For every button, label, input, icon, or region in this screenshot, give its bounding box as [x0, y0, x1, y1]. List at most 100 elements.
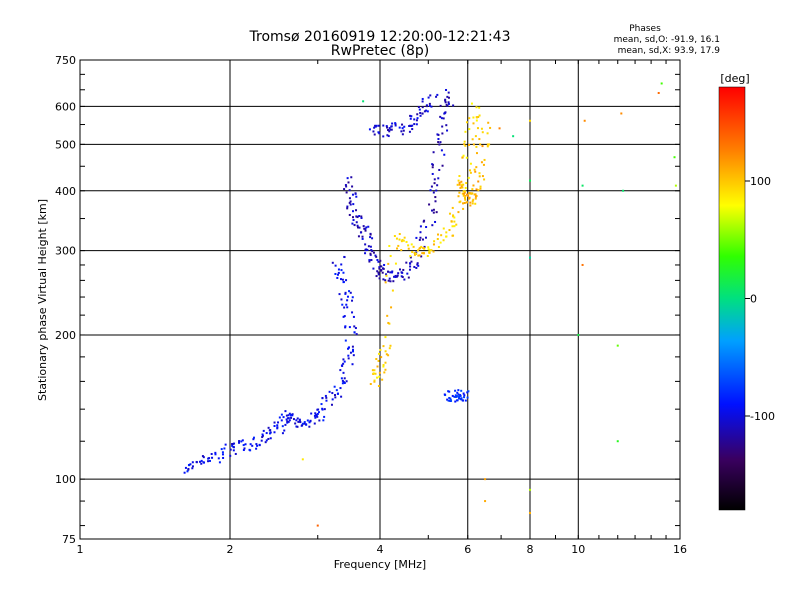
data-point [401, 127, 404, 130]
data-point [288, 412, 291, 415]
data-point [469, 201, 472, 204]
data-point [481, 131, 484, 134]
data-point [243, 447, 246, 450]
data-point [220, 448, 223, 451]
data-point [421, 106, 424, 109]
data-point [453, 220, 456, 223]
data-point [377, 124, 380, 127]
data-point [475, 106, 478, 109]
data-point [348, 189, 351, 192]
data-point [306, 419, 309, 422]
data-point [221, 451, 224, 454]
data-point [673, 156, 676, 159]
data-point [436, 184, 439, 187]
data-point [265, 439, 268, 442]
chart-subtitle: RwPretec (8p) [331, 43, 429, 59]
data-point [337, 271, 340, 274]
data-point [466, 193, 469, 196]
data-point [384, 281, 387, 284]
data-point [261, 433, 264, 436]
y-tick-label: 750 [55, 54, 76, 67]
data-point [479, 185, 482, 188]
data-point [489, 126, 492, 129]
data-point [467, 390, 470, 393]
data-point [418, 238, 421, 241]
data-point [208, 457, 211, 460]
data-point [434, 200, 437, 203]
data-point [191, 461, 194, 464]
data-point [384, 336, 387, 339]
data-point [240, 440, 243, 443]
data-point [342, 271, 345, 274]
data-point [343, 256, 346, 259]
data-point [341, 382, 344, 385]
data-point [529, 119, 531, 122]
data-point [381, 378, 384, 381]
data-point [195, 460, 198, 463]
data-point [442, 227, 445, 230]
data-point [415, 251, 418, 254]
data-point [383, 263, 386, 266]
data-point [301, 458, 304, 461]
data-point [457, 393, 460, 396]
data-point [435, 189, 438, 192]
data-point [322, 419, 325, 422]
data-point [346, 177, 349, 180]
data-point [382, 345, 385, 348]
data-point [444, 101, 447, 104]
data-point [443, 153, 446, 156]
data-point [356, 216, 359, 219]
data-point [365, 226, 368, 229]
data-point [342, 381, 345, 384]
data-point [373, 133, 376, 136]
data-point [622, 189, 625, 192]
data-point [321, 397, 324, 400]
data-point [210, 453, 213, 456]
data-point [214, 453, 217, 456]
data-point [252, 438, 255, 441]
data-point [222, 456, 225, 459]
data-point [581, 263, 584, 266]
data-point [354, 327, 357, 330]
data-point [389, 271, 392, 274]
data-point [472, 198, 475, 201]
data-point [203, 461, 206, 464]
data-point [323, 415, 326, 418]
data-point [437, 133, 440, 136]
data-point [284, 410, 287, 413]
data-point [361, 235, 364, 238]
data-point [412, 245, 415, 248]
data-point [348, 290, 351, 293]
data-point [428, 102, 431, 105]
data-point [356, 226, 359, 229]
data-point [434, 196, 437, 199]
data-point [467, 176, 470, 179]
data-point [428, 203, 431, 206]
data-point [408, 130, 411, 133]
data-point [373, 380, 376, 383]
data-point [455, 395, 458, 398]
data-point [460, 389, 463, 392]
data-point [431, 163, 434, 166]
data-point [334, 272, 337, 275]
data-point [448, 229, 451, 232]
data-point [379, 259, 382, 262]
colorbar [718, 86, 746, 511]
data-point [388, 347, 391, 350]
data-point [388, 130, 391, 133]
data-point [462, 154, 465, 157]
data-point [186, 470, 189, 473]
data-point [405, 240, 408, 243]
data-point [471, 188, 474, 191]
data-point [407, 276, 410, 279]
data-point [346, 299, 349, 302]
data-point [242, 449, 245, 452]
data-point [400, 130, 403, 133]
data-point [394, 275, 397, 278]
data-point [403, 125, 406, 128]
chart-title: Tromsø 20160919 12:20:00-12:21:43 [249, 29, 511, 45]
data-point [393, 234, 396, 237]
data-point [211, 456, 214, 459]
data-point [498, 127, 501, 130]
data-point [447, 96, 450, 99]
